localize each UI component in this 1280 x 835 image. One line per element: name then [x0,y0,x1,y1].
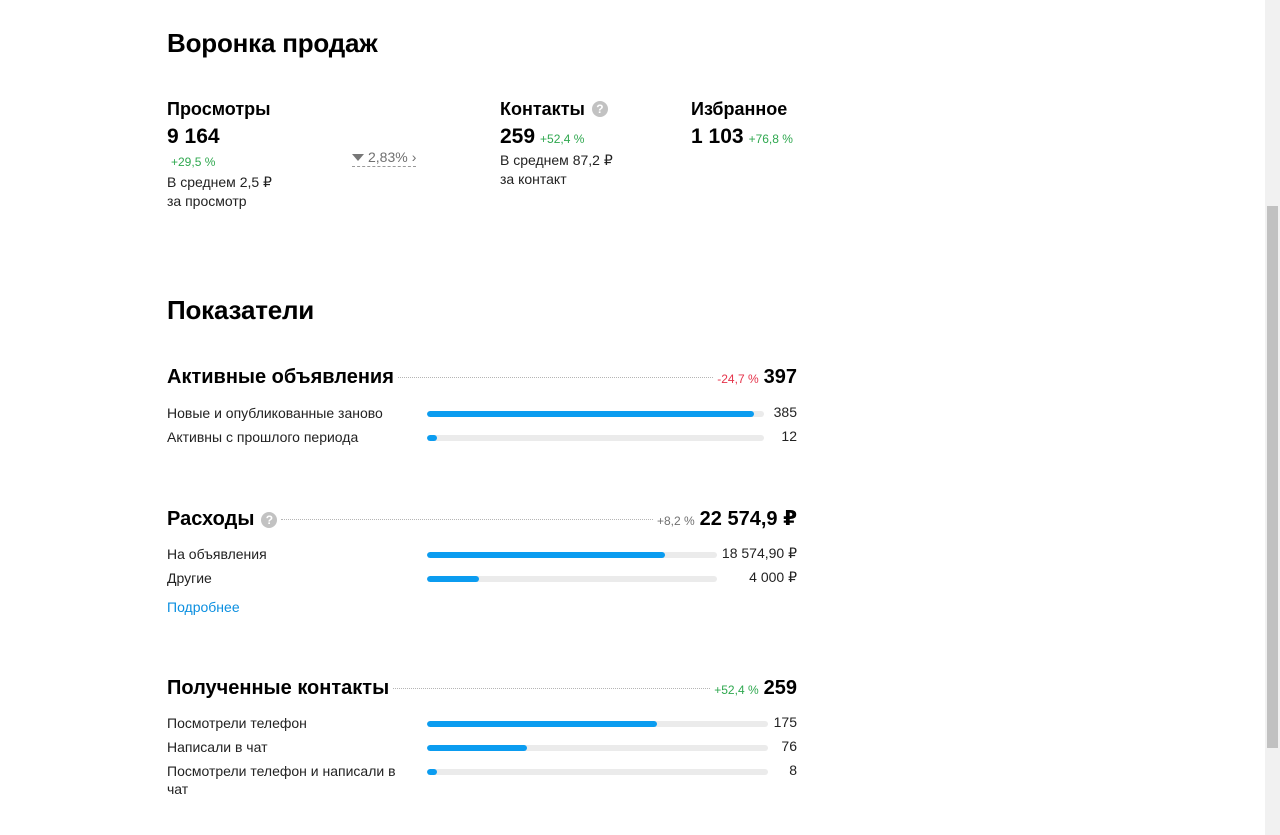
progress-fill [427,745,527,751]
list-item: Активны с прошлого периода 12 [167,428,797,452]
row-value: 8 [789,762,797,778]
dotted-leader [281,519,653,520]
funnel-views: Просмотры 9 164 +29,5 % В среднем 2,5 ₽ … [167,97,272,211]
contacts-section: Полученные контакты +52,4 % 259 Посмотре… [167,677,797,802]
expenses-header: Расходы ? +8,2 % 22 574,9 ₽ [167,506,797,534]
list-item: Написали в чат 76 [167,738,797,762]
dotted-leader [397,377,714,378]
views-note-line2: за просмотр [167,193,247,209]
contacts-section-total: 259 [763,677,797,699]
contacts-section-delta: +52,4 % [714,683,759,697]
contacts-note-line2: за контакт [500,171,567,187]
expenses-delta: +8,2 % [656,514,695,528]
views-value: 9 164 [167,125,272,149]
progress-track [427,745,768,751]
contacts-value: 259 +52,4 % [500,125,613,149]
row-value: 12 [781,428,797,444]
expenses-section: Расходы ? +8,2 % 22 574,9 ₽ На объявлени… [167,506,797,617]
row-value: 18 574,90 ₽ [721,545,797,561]
contacts-label: Контакты [500,98,585,119]
expenses-total: 22 574,9 ₽ [699,508,797,530]
active-ads-section: Активные объявления -24,7 % 397 Новые и … [167,366,797,452]
list-item: Новые и опубликованные заново 385 [167,404,797,428]
favorites-label: Избранное [691,98,788,119]
list-item: Другие 4 000 ₽ [167,569,797,593]
active-ads-total: 397 [763,366,797,388]
progress-track [427,769,768,775]
row-value: 175 [773,714,797,730]
funnel-favorites: Избранное 1 103 +76,8 % [691,97,793,149]
list-item: Посмотрели телефон и написали в чат 8 [167,762,797,802]
row-label: Новые и опубликованные заново [167,405,383,421]
row-value: 4 000 ₽ [749,569,797,585]
more-details-link[interactable]: Подробнее [167,599,240,615]
progress-fill [427,411,754,417]
active-ads-delta: -24,7 % [717,372,759,386]
metrics-title: Показатели [167,295,315,325]
row-value: 76 [781,738,797,754]
scrollbar[interactable] [1265,0,1280,835]
active-ads-title: Активные объявления [167,366,394,388]
progress-fill [427,435,438,441]
progress-fill [427,721,658,727]
row-label: Посмотрели телефон [167,715,307,731]
contacts-delta: +52,4 % [540,132,585,146]
views-count: 9 164 [167,125,220,148]
views-delta: +29,5 % [171,155,216,169]
expenses-title-row: Расходы ? [167,508,278,531]
progress-fill [427,769,438,775]
row-label: Другие [167,570,212,586]
views-note-line1: В среднем 2,5 ₽ [167,174,272,190]
contacts-header: Полученные контакты +52,4 % 259 [167,677,797,705]
favorites-count: 1 103 [691,125,744,148]
views-label: Просмотры [167,98,271,119]
favorites-delta: +76,8 % [748,132,793,146]
funnel-title: Воронка продаж [167,28,378,58]
chevron-right-icon: › [411,149,417,165]
conversion-value: 2,83% [368,149,408,165]
contacts-section-title: Полученные контакты [167,677,390,699]
scrollbar-thumb[interactable] [1267,206,1278,748]
funnel-contacts: Контакты ? 259 +52,4 % В среднем 87,2 ₽ … [500,97,613,189]
help-icon[interactable]: ? [261,511,278,528]
contacts-label-row: Контакты ? [500,97,613,121]
list-item: Посмотрели телефон 175 [167,714,797,738]
expenses-title: Расходы [167,508,255,530]
progress-track [427,576,717,582]
list-item: На объявления 18 574,90 ₽ [167,545,797,569]
progress-track [427,552,717,558]
favorites-value: 1 103 +76,8 % [691,125,793,149]
row-label: Посмотрели телефон и написали в чат [167,763,396,797]
conversion-rate-button[interactable]: 2,83% › [352,149,417,167]
contacts-count: 259 [500,125,536,148]
progress-fill [427,576,480,582]
row-value: 385 [773,404,797,420]
progress-track [427,411,764,417]
views-note: В среднем 2,5 ₽ за просмотр [167,173,272,211]
funnel-icon [352,153,364,161]
help-icon[interactable]: ? [591,101,608,117]
row-label: На объявления [167,546,267,562]
progress-fill [427,552,665,558]
row-label: Написали в чат [167,739,268,755]
contacts-note-line1: В среднем 87,2 ₽ [500,152,613,168]
dotted-leader [393,688,711,689]
progress-track [427,435,764,441]
progress-track [427,721,768,727]
row-label: Активны с прошлого периода [167,429,359,445]
contacts-note: В среднем 87,2 ₽ за контакт [500,151,613,189]
active-ads-header: Активные объявления -24,7 % 397 [167,366,797,394]
